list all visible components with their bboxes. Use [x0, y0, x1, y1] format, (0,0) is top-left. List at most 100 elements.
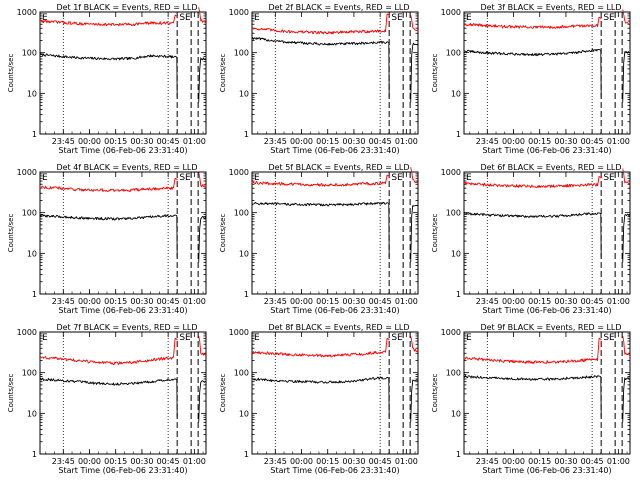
panel-9: Det 9f BLACK = Events, RED = LLD 1 10 100 10… — [431, 323, 631, 475]
lld-series-line — [463, 16, 602, 29]
x-tick-label: 00:45 — [157, 297, 180, 306]
lld-series-recovery — [622, 168, 631, 184]
x-axis-title: Start Time (06-Feb-06 23:31:40) — [270, 306, 399, 315]
events-series-recovery — [410, 204, 419, 263]
x-axis-title: Start Time (06-Feb-06 23:31:40) — [270, 146, 399, 155]
events-series-line — [463, 375, 602, 418]
marker-label-se: SE — [603, 333, 615, 343]
marker-label-e: E — [254, 173, 260, 183]
x-tick-label: 00:45 — [581, 297, 604, 306]
x-tick-label: 01:00 — [607, 457, 630, 466]
x-tick-label: 00:15 — [528, 297, 551, 306]
plot-frame — [463, 11, 631, 135]
events-series-recovery — [198, 380, 207, 423]
marker-label-e: E — [42, 173, 48, 183]
x-tick-label: 00:15 — [104, 137, 127, 146]
marker-label-e: E — [254, 333, 260, 343]
lld-series-line — [39, 14, 178, 27]
x-tick-label: 00:45 — [581, 457, 604, 466]
y-tick-label: 1 — [456, 130, 461, 139]
x-tick-label: 00:15 — [316, 297, 339, 306]
marker-label-e: E — [42, 13, 48, 23]
marker-label-se: SE — [179, 333, 191, 343]
y-tick-label: 100 — [22, 369, 37, 378]
y-axis-title: Counts/sec — [219, 54, 227, 93]
y-tick-label: 10 — [27, 89, 37, 98]
y-tick-label: 1 — [244, 290, 249, 299]
x-tick-label: 23:45 — [476, 297, 499, 306]
x-tick-label: 23:45 — [52, 297, 75, 306]
y-tick-label: 10 — [239, 409, 249, 418]
marker-label-e: E — [466, 333, 472, 343]
lld-series-recovery — [410, 15, 419, 32]
y-axis-title: Counts/sec — [7, 374, 15, 413]
y-axis-title: Counts/sec — [431, 54, 439, 93]
y-tick-label: 100 — [22, 49, 37, 58]
y-tick-label: 1 — [456, 290, 461, 299]
events-series-recovery — [198, 216, 207, 263]
plot-frame — [463, 331, 631, 455]
y-tick-label: 100 — [22, 209, 37, 218]
events-series-recovery — [622, 51, 631, 103]
x-tick-label: 01:00 — [607, 137, 630, 146]
y-tick-label: 1000 — [17, 328, 37, 337]
events-series-recovery — [198, 57, 207, 103]
x-tick-label: 01:00 — [395, 457, 418, 466]
panel-grid: Det 1f BLACK = Events, RED = LLD11010010… — [7, 3, 631, 475]
lld-series-line — [39, 177, 178, 193]
y-axis-title: Counts/sec — [7, 214, 15, 253]
y-tick-label: 100 — [234, 369, 249, 378]
events-series-line — [252, 376, 390, 418]
lld-series-recovery — [198, 172, 207, 188]
x-tick-label: 00:00 — [502, 297, 525, 306]
lld-series-recovery — [622, 335, 631, 356]
y-axis-title: Counts/sec — [7, 54, 15, 93]
y-tick-label: 10 — [27, 409, 37, 418]
events-series-recovery — [622, 214, 631, 263]
events-series-recovery — [410, 379, 419, 423]
panel-1: Det 1f BLACK = Events, RED = LLD 1 10 100 10… — [7, 3, 207, 155]
x-tick-label: 00:30 — [342, 297, 365, 306]
y-tick-label: 10 — [451, 249, 461, 258]
x-tick-label: 00:15 — [528, 457, 551, 466]
events-series-line — [251, 201, 390, 258]
panel-4: Det 4f BLACK = Events, RED = LLD 1 10 100 10… — [7, 163, 207, 315]
lld-series-line — [39, 337, 178, 365]
marker-label-se: SE — [391, 333, 403, 343]
lld-series-line — [251, 174, 390, 187]
plot-frame — [251, 11, 419, 135]
y-tick-label: 1000 — [17, 8, 37, 17]
y-tick-label: 100 — [234, 209, 249, 218]
plot-frame — [39, 11, 207, 135]
x-tick-label: 00:00 — [502, 457, 525, 466]
events-series-line — [39, 53, 178, 98]
y-axis-title: Counts/sec — [431, 214, 439, 253]
plot-frame — [39, 171, 207, 295]
x-axis-title: Start Time (06-Feb-06 23:31:40) — [58, 306, 187, 315]
y-tick-label: 1 — [244, 450, 249, 459]
y-axis-title: Counts/sec — [219, 374, 227, 413]
x-tick-label: 00:00 — [502, 137, 525, 146]
x-axis-title: Start Time (06-Feb-06 23:31:40) — [58, 146, 187, 155]
panel-title: Det 7f BLACK = Events, RED = LLD — [56, 323, 197, 332]
x-tick-label: 00:00 — [290, 457, 313, 466]
y-tick-label: 100 — [446, 369, 461, 378]
x-tick-label: 01:00 — [183, 137, 206, 146]
x-tick-label: 00:45 — [157, 137, 180, 146]
panel-title: Det 8f BLACK = Events, RED = LLD — [268, 323, 409, 332]
events-series-recovery — [410, 42, 419, 103]
x-tick-label: 00:15 — [528, 137, 551, 146]
x-tick-label: 00:45 — [369, 137, 392, 146]
y-tick-label: 1 — [244, 130, 249, 139]
x-tick-label: 23:45 — [264, 137, 287, 146]
plot-frame — [251, 331, 419, 455]
x-tick-label: 00:30 — [342, 137, 365, 146]
events-series-line — [251, 37, 390, 98]
x-tick-label: 00:15 — [104, 457, 127, 466]
x-tick-label: 00:30 — [130, 457, 153, 466]
events-series-line — [463, 48, 602, 98]
panel-2: Det 2f BLACK = Events, RED = LLD 1 10 100 10… — [219, 3, 419, 155]
x-tick-label: 00:00 — [78, 457, 101, 466]
